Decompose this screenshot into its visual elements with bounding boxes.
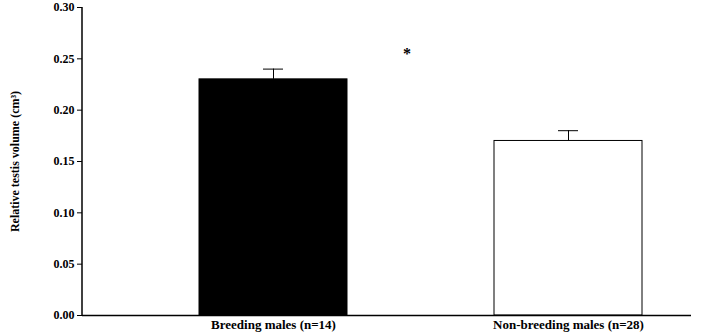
svg-text:0.00: 0.00 (54, 308, 75, 322)
svg-text:0.30: 0.30 (54, 0, 75, 14)
svg-text:0.10: 0.10 (54, 206, 75, 220)
svg-text:*: * (403, 45, 411, 62)
svg-text:0.05: 0.05 (54, 257, 75, 271)
svg-text:0.25: 0.25 (54, 52, 75, 66)
svg-text:Non-breeding males (n=28): Non-breeding males (n=28) (493, 317, 644, 332)
svg-text:0.15: 0.15 (54, 154, 75, 168)
svg-text:Relative testis volume (cm³): Relative testis volume (cm³) (8, 91, 22, 232)
svg-text:0.20: 0.20 (54, 103, 75, 117)
svg-text:Breeding males (n=14): Breeding males (n=14) (211, 317, 336, 332)
